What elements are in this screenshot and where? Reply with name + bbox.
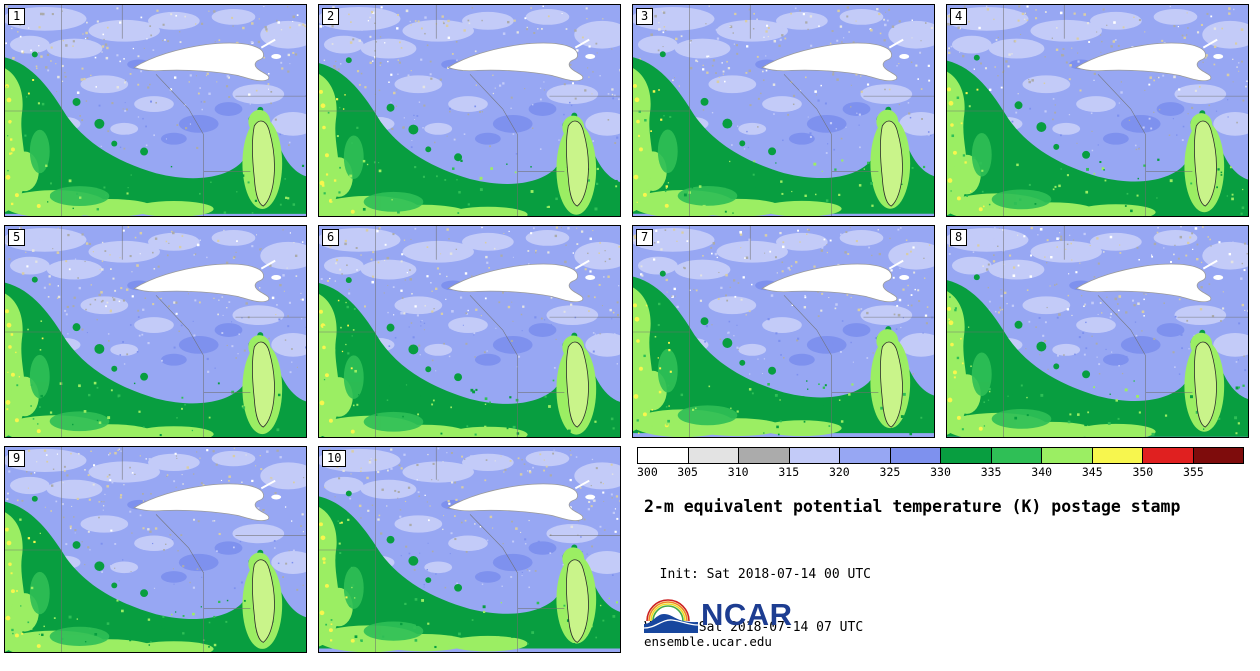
panel-number-badge: 3 <box>636 8 654 25</box>
colorbar-tick-label: 300 <box>637 465 658 479</box>
ensemble-panel: 3 <box>632 4 935 217</box>
panel-number-badge: 8 <box>950 229 968 246</box>
ensemble-panel: 9 <box>4 446 307 653</box>
colorbar-segment <box>638 448 689 463</box>
ensemble-panel: 8 <box>946 225 1249 438</box>
plot-title: 2-m equivalent potential temperature (K)… <box>644 497 1181 516</box>
colorbar <box>637 447 1244 464</box>
theta-e-map <box>5 447 306 652</box>
theta-e-map <box>947 226 1248 437</box>
colorbar-segment <box>1042 448 1093 463</box>
theta-e-map <box>5 5 306 216</box>
colorbar-tick-label: 340 <box>1031 465 1053 479</box>
panel-number-badge: 6 <box>322 229 340 246</box>
ensemble-panel: 5 <box>4 225 307 438</box>
colorbar-tick-label: 350 <box>1132 465 1154 479</box>
colorbar-segment <box>840 448 891 463</box>
colorbar-tick-label: 305 <box>677 465 698 479</box>
ncar-wordmark: NCAR <box>701 596 793 632</box>
theta-e-map <box>633 5 934 216</box>
colorbar-segment <box>1092 448 1143 463</box>
colorbar-segment <box>1193 448 1243 463</box>
panel-number-badge: 2 <box>322 8 340 25</box>
ensemble-panel: 7 <box>632 225 935 438</box>
theta-e-map <box>319 226 620 437</box>
colorbar-tick-label: 355 <box>1183 465 1204 479</box>
theta-e-map <box>319 447 620 652</box>
theta-e-map <box>319 5 620 216</box>
panel-number-badge: 5 <box>8 229 26 246</box>
colorbar-tick-label: 315 <box>778 465 800 479</box>
colorbar-tick-label: 335 <box>980 465 1002 479</box>
theta-e-map <box>947 5 1248 216</box>
colorbar-segment <box>789 448 840 463</box>
panel-number-badge: 4 <box>950 8 968 25</box>
legend-info-area: 300 305 310 315 320 325 330 335 340 345 350 355 2-m… <box>632 446 1249 653</box>
ensemble-panel: 2 <box>318 4 621 217</box>
colorbar-segment <box>941 448 992 463</box>
init-time: Init: Sat 2018-07-14 00 UTC <box>644 567 871 583</box>
colorbar-tick-label: 320 <box>828 465 850 479</box>
colorbar-tick-labels: 300 305 310 315 320 325 330 335 340 345 350 355 <box>637 464 1244 479</box>
colorbar-tick-label: 345 <box>1081 465 1103 479</box>
ncar-logo <box>644 599 698 633</box>
ensemble-panel: 1 <box>4 4 307 217</box>
branding: NCAR ensemble.ucar.edu <box>644 595 793 649</box>
panel-number-badge: 10 <box>322 450 347 467</box>
colorbar-tick-label: 330 <box>930 465 951 479</box>
colorbar-segment <box>1143 448 1194 463</box>
ensemble-grid: 1 <box>4 4 1249 653</box>
ensemble-panel: 6 <box>318 225 621 438</box>
colorbar-segment <box>991 448 1042 463</box>
colorbar-tick-label: 310 <box>727 465 749 479</box>
colorbar-segment <box>688 448 739 463</box>
colorbar-tick-label: 325 <box>879 465 901 479</box>
theta-e-map <box>633 226 934 437</box>
site-url: ensemble.ucar.edu <box>644 634 772 649</box>
theta-e-map <box>5 226 306 437</box>
ensemble-panel: 4 <box>946 4 1249 217</box>
panel-number-badge: 1 <box>8 8 26 25</box>
panel-number-badge: 7 <box>636 229 654 246</box>
colorbar-segment <box>890 448 941 463</box>
panel-number-badge: 9 <box>8 450 26 467</box>
ensemble-panel: 10 <box>318 446 621 653</box>
colorbar-segment <box>739 448 790 463</box>
